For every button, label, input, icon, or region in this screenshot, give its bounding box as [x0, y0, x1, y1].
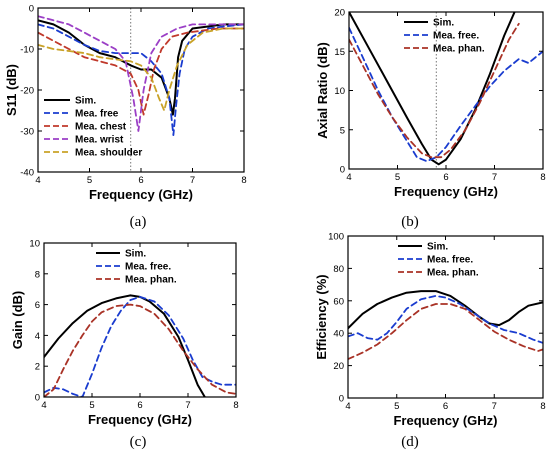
legend-label: Mea. phan.: [433, 44, 485, 55]
x-tick-label: 8: [540, 401, 545, 412]
x-tick-label: 4: [41, 400, 46, 411]
x-tick-label: 8: [233, 400, 238, 411]
panel-label-d: (d): [401, 434, 419, 450]
y-tick-label: -40: [20, 168, 34, 179]
series-line-5: [38, 27, 244, 112]
legend-label: Mea. free.: [427, 255, 473, 266]
x-tick-label: 5: [395, 172, 400, 183]
legend-label: Sim.: [427, 242, 448, 253]
chart-panel-3: 4 5 6 7 8 0 2 4 6 8 10 Frequency (GHz) Gain (dB) Sim.…: [10, 239, 239, 428]
series-line-2: [44, 295, 236, 397]
x-tick-label: 7: [492, 401, 497, 412]
y-tick-label: 40: [333, 329, 344, 340]
x-axis-title: Frequency (GHz): [88, 412, 192, 427]
series-line-1: [348, 290, 543, 330]
x-tick-label: 7: [185, 400, 190, 411]
legend: Sim. Mea. free. Mea. phan.: [404, 18, 485, 55]
series-line-2: [38, 23, 244, 137]
y-tick-label: -10: [20, 45, 34, 56]
y-tick-label: 60: [333, 296, 344, 307]
y-tick-label: 0: [29, 4, 34, 15]
y-axis-title: S11 (dB): [4, 64, 19, 116]
y-tick-label: 4: [35, 331, 40, 342]
y-tick-label: 10: [29, 239, 40, 250]
y-axis-title: Efficiency (%): [314, 274, 329, 359]
x-tick-label: 8: [241, 175, 246, 186]
x-tick-label: 6: [138, 175, 143, 186]
x-tick-label: 5: [87, 175, 92, 186]
y-tick-label: 5: [340, 125, 345, 136]
y-tick-label: 15: [334, 47, 345, 58]
x-axis-title: Frequency (GHz): [393, 413, 497, 428]
legend-label: Mea. free: [75, 109, 119, 120]
y-tick-label: 6: [35, 300, 40, 311]
panel-label-a: (a): [130, 214, 147, 230]
series-line-2: [349, 26, 543, 163]
panel-label-c: (c): [130, 434, 147, 450]
legend-label: Mea. chest: [75, 122, 127, 133]
legend-label: Mea. free.: [433, 31, 479, 42]
y-tick-label: 0: [340, 165, 345, 176]
y-tick-label: 20: [333, 361, 344, 372]
x-tick-label: 6: [443, 401, 448, 412]
legend: Sim. Mea. free. Mea. phan.: [398, 242, 479, 279]
y-tick-label: 8: [35, 269, 40, 280]
legend: Sim. Mea. free Mea. chest Mea. wrist Mea. sh…: [44, 96, 142, 159]
panel-label-b: (b): [401, 214, 419, 230]
legend-label: Mea. shoulder: [75, 148, 142, 159]
y-axis-title: Axial Ratio (dB): [315, 42, 330, 139]
x-tick-label: 6: [443, 172, 448, 183]
y-tick-label: 0: [35, 393, 40, 404]
legend-label: Mea. phan.: [125, 275, 177, 286]
legend-label: Sim.: [125, 249, 146, 260]
x-tick-label: 4: [346, 172, 351, 183]
x-tick-label: 5: [394, 401, 399, 412]
x-tick-label: 7: [492, 172, 497, 183]
y-tick-label: -20: [20, 86, 34, 97]
series-line-1: [349, 12, 516, 166]
series-line-3: [349, 22, 520, 159]
y-tick-label: 100: [328, 232, 344, 243]
x-tick-label: 4: [345, 401, 350, 412]
legend-label: Mea. phan.: [427, 268, 479, 279]
x-axis-title: Frequency (GHz): [394, 184, 498, 199]
series-line-3: [44, 303, 236, 397]
legend: Sim. Mea. free. Mea. phan.: [96, 249, 177, 286]
x-tick-label: 8: [540, 172, 545, 183]
x-tick-label: 6: [137, 400, 142, 411]
y-axis-title: Gain (dB): [10, 291, 25, 350]
x-tick-label: 5: [89, 400, 94, 411]
x-tick-label: 4: [35, 175, 40, 186]
x-axis-title: Frequency (GHz): [89, 187, 193, 202]
series-line-3: [348, 303, 543, 361]
y-tick-label: 10: [334, 86, 345, 97]
y-tick-label: 20: [334, 8, 345, 19]
series-line-3: [38, 27, 244, 116]
y-tick-label: -30: [20, 127, 34, 138]
chart-panel-2: 4 5 6 7 8 0 5 10 15 20 Frequency (GHz) Axial Ratio …: [315, 8, 546, 200]
legend-label: Mea. free.: [125, 262, 171, 273]
chart-panel-1: 4 5 6 7 8 -40 -30 -20 -10 0 Frequency (GHz) S11 (dB…: [4, 4, 247, 203]
x-tick-label: 7: [190, 175, 195, 186]
y-tick-label: 80: [333, 264, 344, 275]
series-line-2: [348, 294, 543, 344]
legend-label: Mea. wrist: [75, 135, 124, 146]
legend-label: Sim.: [433, 18, 454, 29]
y-tick-label: 0: [339, 394, 344, 405]
series-line-4: [38, 15, 244, 132]
legend-label: Sim.: [75, 96, 96, 107]
y-tick-label: 2: [35, 362, 40, 373]
